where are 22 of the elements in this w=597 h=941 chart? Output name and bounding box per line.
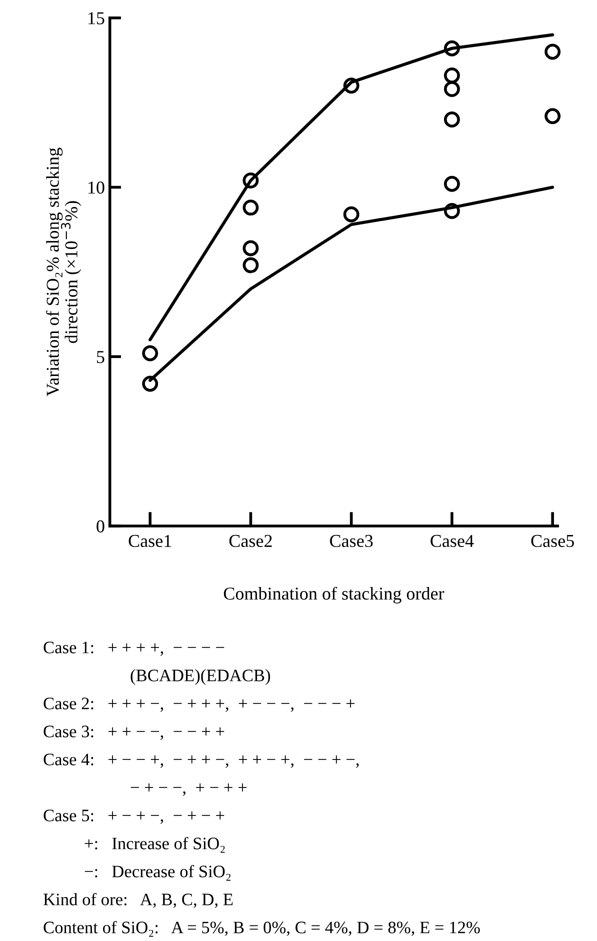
text: Case 3: + + − −, − − + + — [44, 726, 224, 740]
x-tick-label: Case2 — [229, 534, 272, 548]
text: − + − −, + − + + — [130, 783, 247, 796]
text: Case 5: + − + −, − + − + — [44, 810, 224, 824]
x-tick-label: Case4 — [430, 534, 474, 548]
y-tick-label: 0 — [96, 520, 104, 532]
x-tick-label: Case3 — [330, 534, 373, 548]
text: Kind of ore: A, B, C, D, E — [44, 892, 233, 908]
text: −: Decrease of SiO₂ — [84, 864, 231, 881]
text: Case 1: + + + +, − − − − — [44, 642, 224, 656]
text: Case 4: + − − +, − + + −, + + − +, − − + −, — [44, 754, 359, 768]
y-tick-label: 5 — [97, 351, 104, 364]
x-tick-label: Case1 — [128, 534, 172, 548]
y-tick-label: 10 — [88, 182, 104, 194]
text: +: Increase of SiO₂ — [84, 836, 225, 853]
y-axis-title: Variation of SiO₂% along stacking direction (×10$^{−3}$%) — [46, 148, 82, 396]
text: Content of SiO₂: A = 5%, B = 0%, C = 4%, D = 8%, E = 12% — [44, 920, 480, 937]
text: (BCADE)(EDACB) — [130, 669, 270, 685]
x-axis-title: Combination of stacking order — [224, 586, 444, 604]
x-tick-label: Case5 — [531, 534, 574, 548]
text: Case 2: + + + −, − + + +, + − − −, − − − + — [44, 698, 355, 712]
y-tick-label: 15 — [88, 12, 104, 24]
